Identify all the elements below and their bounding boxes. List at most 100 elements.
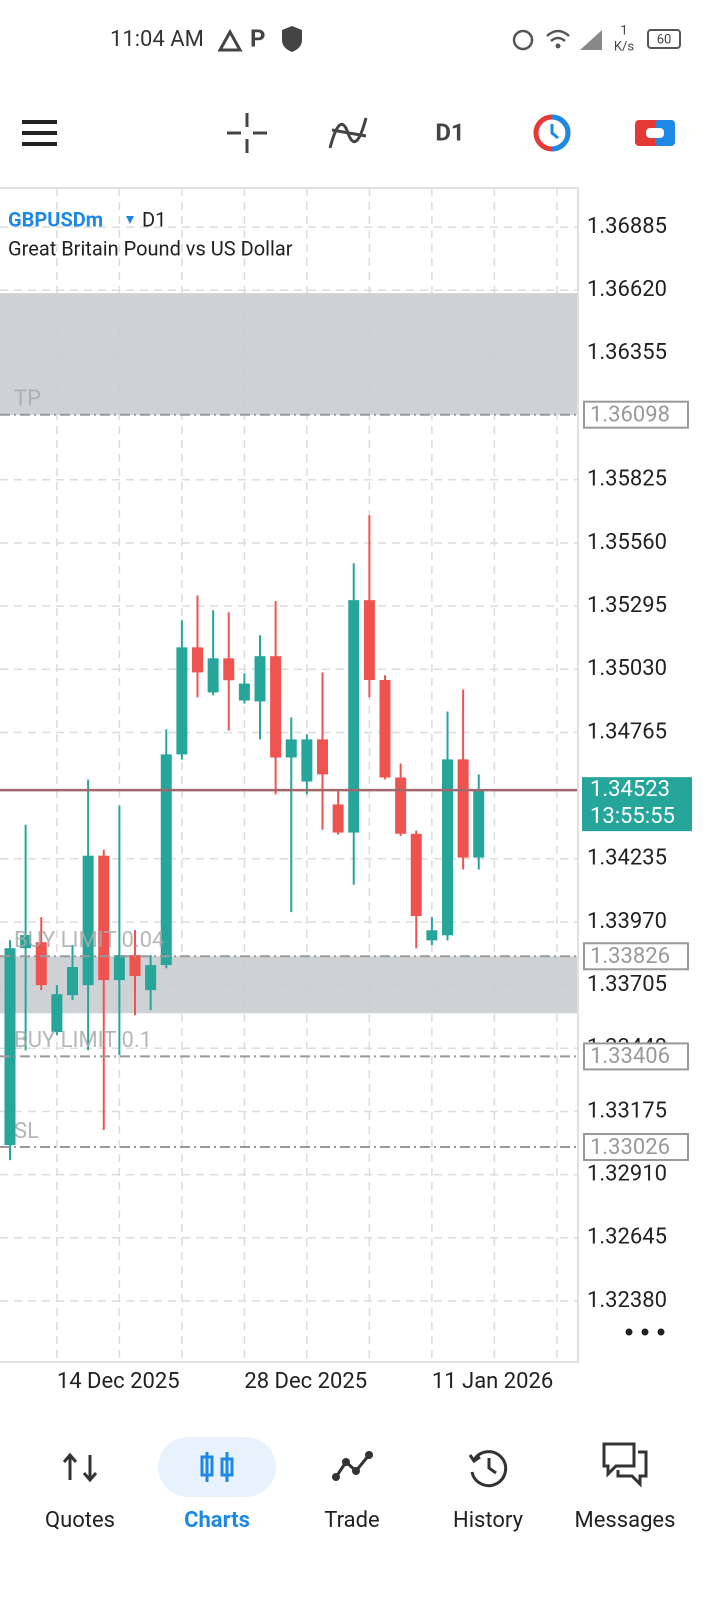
dot (641, 1328, 649, 1336)
net-speed: 1 (620, 23, 627, 38)
order-price: 1.33826 (590, 944, 670, 969)
symbol-description: Great Britain Pound vs US Dollar (8, 236, 293, 260)
candle-body (395, 777, 407, 834)
candle-body (442, 759, 453, 936)
nav-icon-charts (220, 1457, 234, 1477)
x-tick-label: 28 Dec 2025 (244, 1369, 367, 1394)
nav-icon-history (468, 1450, 508, 1488)
y-tick-label: 1.35295 (587, 593, 667, 618)
candle-body (176, 647, 188, 755)
status-icon (217, 28, 243, 52)
order-zone (0, 293, 578, 415)
y-tick-label: 1.34235 (587, 846, 667, 871)
order-price-box (583, 400, 689, 429)
candle-body (145, 965, 157, 991)
bar-countdown: 13:55:55 (590, 804, 675, 829)
candle-body (426, 930, 438, 941)
candle-body (207, 658, 219, 693)
bottom-nav: Quotes Charts Trade History Messages (45, 1508, 675, 1533)
candle-body (332, 804, 344, 833)
y-tick-label: 1.36355 (587, 340, 667, 365)
nav-icon-charts (200, 1455, 214, 1477)
candle-body (67, 967, 78, 996)
menu-button[interactable] (22, 120, 57, 146)
candle-body (129, 955, 141, 977)
y-tick-label: 1.36885 (587, 214, 667, 239)
status-icon: P (250, 24, 265, 52)
candle-body (238, 683, 250, 701)
order-price-box (583, 942, 689, 971)
nav-item[interactable]: History (453, 1508, 524, 1533)
candle-body (82, 855, 94, 986)
order-label: SL (14, 1119, 39, 1144)
candle-body (254, 656, 266, 702)
order-label: BUY LIMIT 0.04 (14, 928, 164, 953)
order-label: TP (14, 387, 41, 412)
toggle-button (646, 128, 664, 138)
candle-body (270, 656, 282, 758)
order-label: BUY LIMIT 0.1 (14, 1028, 152, 1053)
candle-body (35, 942, 47, 986)
nav-item[interactable]: Charts (184, 1508, 250, 1533)
nav-icon-trade (334, 1454, 371, 1478)
menu-bar (22, 120, 57, 124)
crosshair-button[interactable] (227, 113, 267, 153)
y-tick-label: 1.33705 (587, 972, 667, 997)
y-tick-label: 1.32910 (587, 1161, 667, 1186)
status-icon (282, 26, 302, 52)
candle-body (98, 855, 110, 981)
y-tick-label: 1.35825 (587, 467, 667, 492)
candle-body (192, 647, 203, 673)
chart[interactable]: 1.36885 1.36620 1.36355 1.35825 1.35560 1.352… (0, 188, 692, 1394)
candle-body (285, 739, 297, 758)
y-tick-label: 1.32380 (587, 1288, 667, 1313)
chart-timeframe: D1 (142, 207, 166, 231)
nav-icon-trade (365, 1451, 373, 1459)
symbol-dropdown[interactable] (126, 216, 134, 224)
candle-body (301, 739, 313, 782)
dot (625, 1328, 633, 1336)
y-tick-label: 1.33970 (587, 909, 667, 934)
candle-body (348, 600, 360, 833)
order-zone (0, 956, 578, 1014)
signal-icon (580, 30, 602, 50)
order-price: 1.33026 (590, 1135, 670, 1160)
candle-body (223, 658, 235, 681)
x-tick-label: 14 Dec 2025 (57, 1369, 180, 1394)
battery-level: 60 (657, 32, 672, 47)
more-button[interactable] (625, 1328, 665, 1336)
nav-item[interactable]: Trade (324, 1508, 379, 1533)
indicators-button[interactable] (328, 117, 368, 149)
order-price-box (583, 1042, 689, 1071)
candle-body (410, 833, 422, 916)
net-speed-unit: K/s (614, 39, 635, 54)
nav-icon-trade (332, 1473, 340, 1481)
battery-icon (647, 29, 681, 49)
y-tick-label: 1.32645 (587, 1225, 667, 1250)
trade-button (550, 124, 559, 140)
order-price: 1.33406 (590, 1044, 670, 1069)
order-price-box (583, 1132, 689, 1161)
menu-bar (22, 142, 57, 146)
x-tick-label: 11 Jan 2026 (432, 1369, 553, 1394)
candle-body (457, 759, 469, 858)
candle-body (113, 955, 125, 981)
menu-bar (22, 131, 57, 135)
timeframe-button[interactable]: D1 (435, 118, 464, 146)
nav-item[interactable]: Messages (575, 1508, 676, 1533)
y-tick-label: 1.33175 (587, 1098, 667, 1123)
nav-icon-trade (342, 1458, 350, 1466)
candle-body (160, 754, 172, 966)
nav-icon-trade (352, 1467, 360, 1475)
candle-body (51, 994, 63, 1033)
nav-item[interactable]: Quotes (45, 1508, 115, 1533)
nav-icon-quotes (62, 1452, 98, 1483)
wifi-icon (546, 29, 570, 42)
trade-button (551, 114, 571, 152)
symbol[interactable]: GBPUSDm (8, 207, 103, 231)
y-tick-label: 1.35560 (587, 530, 667, 555)
nav-icon-messages (602, 1442, 648, 1488)
toggle-button (655, 120, 675, 146)
alarm-icon (512, 29, 534, 51)
